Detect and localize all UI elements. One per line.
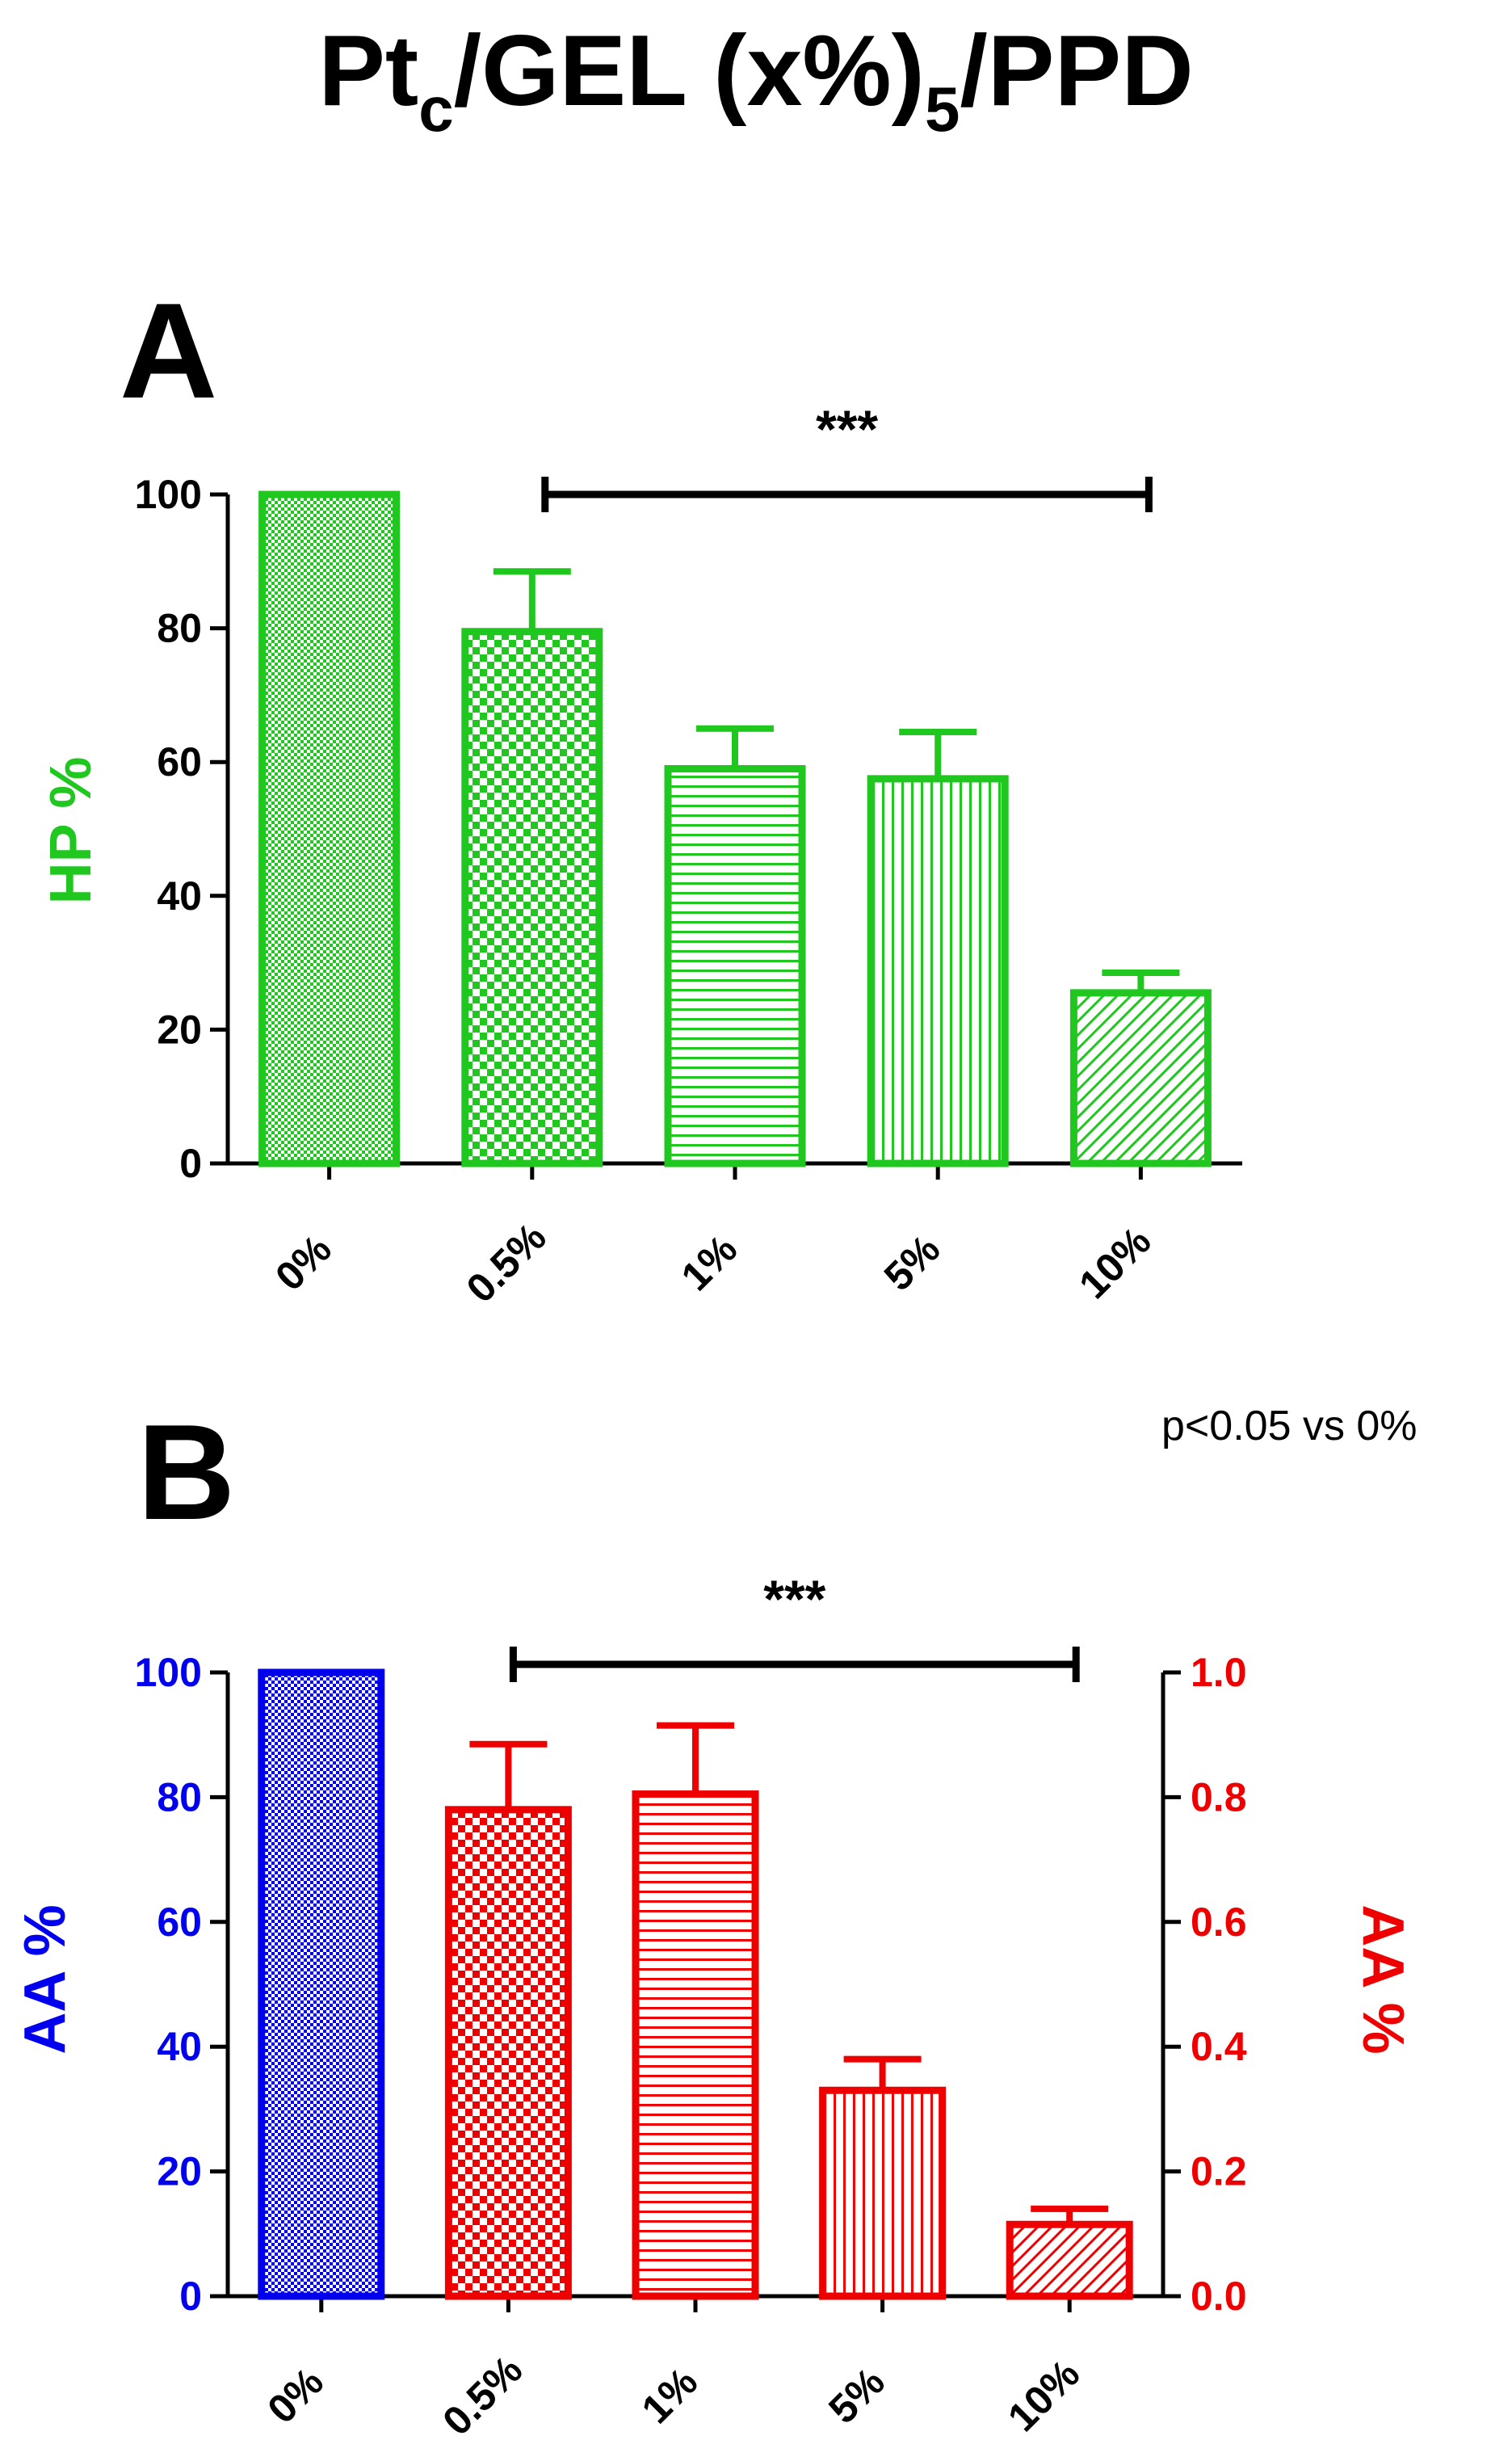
panel-a-x-tick-label: 10% [1070, 1218, 1159, 1307]
panel-b-right-y-tick-label: 0.0 [1191, 2274, 1247, 2319]
panel-a-bar [258, 490, 401, 1167]
panel-a-x-tick-label: 5% [876, 1226, 949, 1300]
panel-a-x-tick-label: 0% [267, 1226, 340, 1300]
panel-a-y-tick-label: 20 [157, 1007, 202, 1052]
panel-b-y-tick-label: 80 [157, 1774, 202, 1819]
panel-a-y-axis-label: HP % [39, 757, 103, 905]
panel-a-y-tick-label: 100 [135, 472, 202, 517]
panel-b-y-tick-label: 40 [157, 2024, 202, 2069]
significance-note: p<0.05 vs 0% [1161, 1403, 1418, 1449]
panel-b-x-tick-label: 0% [258, 2359, 332, 2433]
panel-b-x-tick-label: 10% [999, 2351, 1088, 2440]
panel-a-y-tick-label: 60 [157, 739, 202, 785]
panel-a-bar [1069, 989, 1212, 1167]
panel-a-bar [664, 764, 806, 1167]
panel-b-x-tick-label: 1% [633, 2359, 707, 2433]
panel-b-y-tick-label: 20 [157, 2149, 202, 2194]
panel-a-label: A [120, 275, 217, 427]
panel-b-x-tick-label: 5% [820, 2359, 893, 2433]
panel-b-left-y-axis-label: AA % [13, 1904, 78, 2054]
panel-b-y-tick-label: 0 [179, 2274, 202, 2319]
panel-a-bar [867, 775, 1009, 1167]
panel-a-y-tick-label: 80 [157, 606, 202, 651]
panel-b-bar [1006, 2220, 1133, 2300]
figure-title: Ptc/GEL (x%)5/PPD [318, 15, 1194, 145]
panel-b-right-y-tick-label: 0.8 [1191, 1774, 1247, 1819]
panel-b-x-tick-label: 0.5% [434, 2347, 531, 2444]
panel-b-right-y-tick-label: 1.0 [1191, 1650, 1247, 1695]
panel-b-significance-label: *** [763, 1569, 825, 1629]
panel-b-right-y-tick-label: 0.2 [1191, 2149, 1247, 2194]
panel-a-x-tick-label: 0.5% [458, 1214, 555, 1311]
panel-b-bar [258, 1668, 385, 2300]
panel-a-y-tick-label: 0 [179, 1141, 202, 1186]
panel-a-y-tick-label: 40 [157, 873, 202, 919]
panel-b-y-tick-label: 100 [135, 1650, 202, 1695]
panel-a-bar [461, 628, 603, 1167]
panel-b-bar [632, 1790, 759, 2300]
panel-a-x-tick-label: 1% [673, 1226, 746, 1300]
panel-b-right-y-axis-label: AA % [1350, 1904, 1415, 2054]
panel-b-bar [444, 1806, 572, 2300]
panel-b-right-y-tick-label: 0.6 [1191, 1899, 1247, 1945]
panel-b-right-y-tick-label: 0.4 [1191, 2024, 1247, 2069]
panel-b-bar [819, 2086, 947, 2300]
panel-b-label: B [137, 1396, 235, 1548]
panel-a-significance-label: *** [816, 399, 878, 459]
panel-a: A HP % 0 20 40 60 80 100 0% 0.5% 1% 5% 10% *** [39, 275, 1242, 1311]
panel-b-y-tick-label: 60 [157, 1899, 202, 1945]
panel-b: B AA % AA % 0 20 40 60 80 100 0.0 0.2 0.4 0.6 0.8 1… [13, 1396, 1415, 2444]
